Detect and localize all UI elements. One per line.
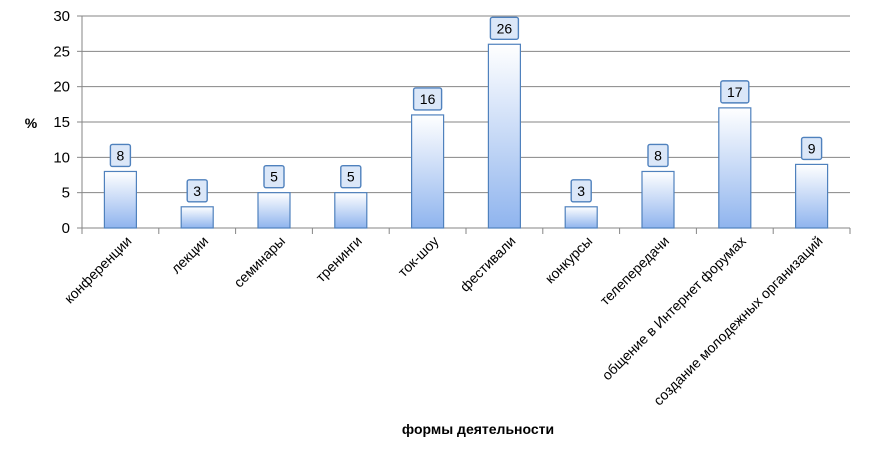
x-tick-labels: конференции лекции семинары тренинги ток-шоу… bbox=[61, 233, 826, 409]
x-tick-label: создание молодежных организаций bbox=[650, 233, 826, 409]
data-label: 3 bbox=[577, 183, 585, 199]
data-label: 5 bbox=[347, 169, 355, 185]
y-tick-label: 20 bbox=[53, 79, 70, 96]
gridlines bbox=[77, 15, 851, 234]
x-tick-label: тренинги bbox=[312, 233, 364, 285]
x-tick-label: лекции bbox=[168, 233, 212, 277]
data-label-box bbox=[263, 164, 285, 189]
data-label: 16 bbox=[420, 91, 436, 107]
data-label-box bbox=[109, 143, 132, 168]
data-label: 26 bbox=[497, 20, 513, 36]
y-tick-label: 0 bbox=[62, 220, 70, 237]
data-label-box bbox=[647, 143, 669, 168]
bar bbox=[180, 206, 214, 229]
x-tick-label: общение в Интернет форумах bbox=[599, 233, 749, 383]
data-label-box bbox=[186, 179, 208, 203]
data-label: 8 bbox=[117, 147, 125, 163]
bar bbox=[334, 192, 368, 229]
y-tick-label: 10 bbox=[53, 149, 70, 166]
x-tick-label: семинары bbox=[230, 233, 288, 291]
bar bbox=[103, 170, 138, 229]
bar bbox=[794, 163, 829, 229]
y-tick-label: 30 bbox=[53, 8, 70, 25]
x-axis-title: формы деятельности bbox=[402, 421, 554, 437]
bar bbox=[411, 114, 445, 229]
y-axis-title: % bbox=[25, 115, 38, 131]
y-tick-label: 5 bbox=[62, 185, 70, 202]
x-tick-label: телепередачи bbox=[597, 233, 673, 309]
data-label-box bbox=[340, 164, 362, 189]
data-label-box bbox=[489, 16, 520, 40]
y-tick-label: 15 bbox=[53, 114, 70, 131]
data-label-box bbox=[570, 179, 592, 203]
data-label: 17 bbox=[727, 84, 743, 100]
data-label: 3 bbox=[193, 183, 201, 199]
data-labels: 8 3 5 5 16 26 3 8 17 9 bbox=[109, 16, 823, 203]
data-label: 5 bbox=[270, 169, 278, 185]
data-label-box bbox=[412, 87, 443, 111]
x-tick-label: фестивали bbox=[457, 233, 519, 295]
bar bbox=[487, 43, 521, 229]
data-label: 9 bbox=[808, 140, 816, 156]
bar bbox=[564, 206, 598, 229]
bar bbox=[641, 170, 675, 229]
x-tick-label: конференции bbox=[61, 233, 135, 307]
bars bbox=[103, 43, 829, 229]
y-tick-labels: 0 5 10 15 20 25 30 bbox=[53, 8, 70, 237]
bar bbox=[718, 107, 752, 229]
data-label: 8 bbox=[654, 147, 662, 163]
data-label-box bbox=[800, 136, 823, 161]
y-tick-label: 25 bbox=[53, 43, 70, 60]
data-label-box bbox=[720, 80, 750, 104]
x-tick-label: ток-шоу bbox=[395, 233, 442, 280]
bar bbox=[257, 192, 291, 229]
x-tick-label: конкурсы bbox=[542, 233, 596, 287]
